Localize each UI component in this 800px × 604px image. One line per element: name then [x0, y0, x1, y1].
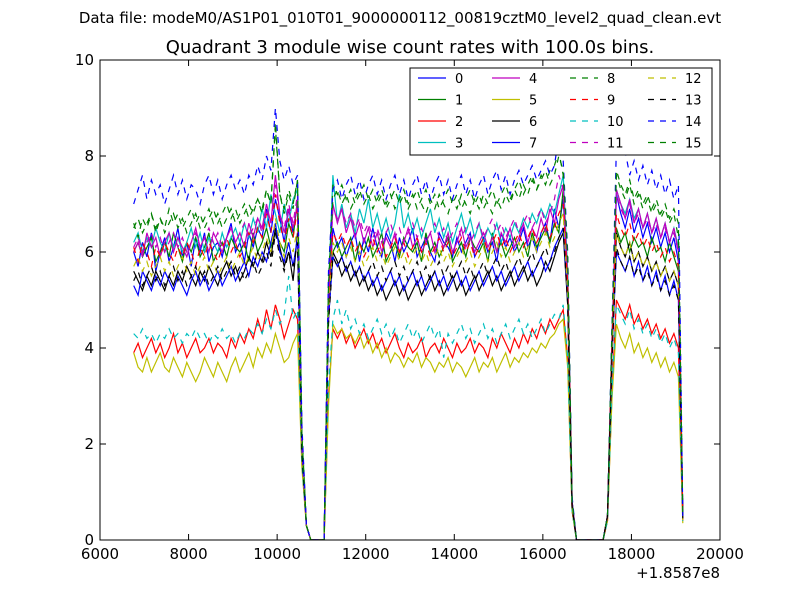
series-line-11	[133, 175, 684, 540]
x-axis: 6000 8000 10000 12000 14000 16000 18000 20000	[81, 60, 744, 563]
series-line-14	[133, 107, 684, 540]
legend-label-8: 8	[607, 72, 615, 87]
x-tick-label: 12000	[342, 545, 390, 563]
chart-suptitle: Data file: modeM0/AS1P01_010T01_90000001…	[79, 9, 721, 28]
legend-label-4: 4	[529, 72, 537, 87]
y-tick-label: 8	[84, 147, 94, 165]
y-tick-label: 10	[75, 51, 94, 69]
x-tick-label: 16000	[519, 545, 567, 563]
x-tick-label: 10000	[253, 545, 301, 563]
plot-frame	[99, 59, 721, 541]
y-tick-label: 6	[84, 243, 94, 261]
legend-label-11: 11	[607, 137, 624, 152]
x-tick-label: 8000	[169, 545, 207, 563]
legend-label-9: 9	[607, 94, 615, 109]
series-line-10	[133, 275, 684, 540]
series-line-4	[133, 175, 684, 540]
series-line-13	[133, 227, 684, 540]
y-tick-label: 4	[84, 339, 94, 357]
series-line-1	[133, 189, 684, 540]
series-line-15	[133, 127, 684, 540]
chart-title: Quadrant 3 module wise count rates with …	[166, 37, 655, 58]
legend-label-12: 12	[685, 72, 702, 87]
series-line-2	[133, 299, 684, 540]
legend-label-14: 14	[685, 115, 702, 130]
legend-label-0: 0	[455, 72, 463, 87]
legend-label-3: 3	[455, 137, 463, 152]
legend-label-2: 2	[455, 115, 463, 130]
x-tick-label: 6000	[81, 545, 119, 563]
series-line-5	[133, 317, 684, 540]
legend-label-7: 7	[529, 137, 537, 152]
legend-label-5: 5	[529, 94, 537, 109]
series-layer	[133, 107, 684, 540]
legend-label-6: 6	[529, 115, 537, 130]
x-offset-label: +1.8587e8	[636, 564, 720, 582]
y-tick-label: 0	[84, 531, 94, 549]
legend-label-1: 1	[455, 94, 463, 109]
legend-label-15: 15	[685, 137, 702, 152]
y-tick-label: 2	[84, 435, 94, 453]
legend-label-10: 10	[607, 115, 624, 130]
x-tick-label: 14000	[430, 545, 478, 563]
legend-box	[409, 67, 713, 156]
series-line-12	[133, 213, 684, 540]
legend-label-13: 13	[685, 94, 702, 109]
x-tick-label: 18000	[608, 545, 656, 563]
series-line-6	[133, 227, 684, 540]
x-tick-label: 20000	[696, 545, 744, 563]
series-line-8	[133, 122, 684, 540]
